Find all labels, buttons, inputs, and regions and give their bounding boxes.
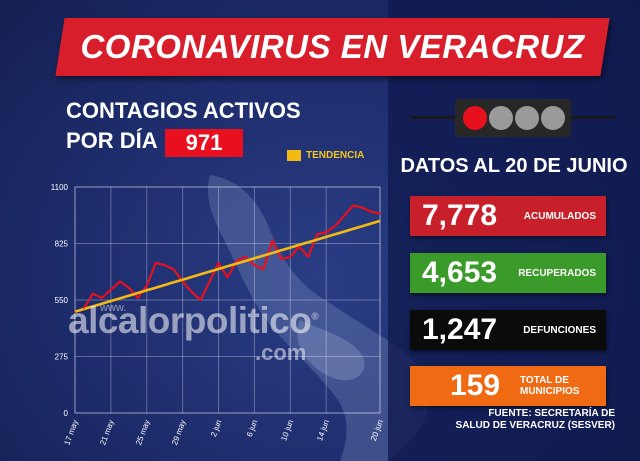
traffic-light-off-3 — [541, 106, 565, 130]
traffic-light-off-1 — [489, 106, 513, 130]
data-point — [74, 311, 76, 314]
data-point — [379, 212, 381, 215]
trend-line — [74, 219, 381, 313]
data-point — [244, 256, 247, 258]
traffic-light-red — [463, 106, 487, 130]
data-point — [235, 260, 238, 262]
data-point — [181, 280, 184, 283]
stat-value: 1,247 — [422, 313, 498, 346]
y-tick-label: 275 — [55, 353, 69, 362]
data-point — [208, 280, 211, 283]
data-point — [271, 239, 274, 242]
data-point — [128, 286, 130, 289]
source-line2: SALUD DE VERACRUZ (SESVER) — [455, 420, 615, 431]
stat-value: 7,778 — [422, 199, 498, 232]
x-tick-label: 20 jun — [369, 419, 385, 443]
traffic-light-off-2 — [515, 106, 539, 130]
source-note: FUENTE: SECRETARÍA DE SALUD DE VERACRUZ … — [455, 408, 615, 432]
x-tick-label: 29 may — [170, 419, 187, 447]
stat-label: DEFUNCIONES — [523, 324, 596, 336]
data-point — [325, 231, 328, 233]
data-point — [217, 262, 220, 264]
stat-value: 4,653 — [422, 256, 498, 289]
data-point — [137, 297, 139, 299]
stat-recovered: 4,653 RECUPERADOS — [410, 253, 606, 293]
stat-label: ACUMULADOS — [523, 210, 596, 222]
data-point — [110, 288, 112, 291]
data-point — [343, 215, 345, 217]
x-tick-label: 2 jun — [209, 419, 223, 438]
stat-deaths: 1,247 DEFUNCIONES — [410, 310, 606, 350]
stat-accumulated: 7,778 ACUMULADOS — [410, 196, 606, 236]
data-point — [199, 299, 202, 301]
data-point — [298, 245, 301, 248]
active-cases-line — [74, 204, 381, 314]
y-tick-label: 1100 — [51, 183, 69, 192]
data-point — [154, 262, 157, 264]
title-text: CORONAVIRUS EN VERACRUZ — [80, 28, 585, 65]
source-line1: FUENTE: SECRETARÍA DE — [488, 408, 615, 419]
data-point — [226, 276, 229, 279]
legend-swatch — [287, 150, 301, 161]
data-point — [163, 264, 166, 266]
x-tick-label: 21 may — [98, 419, 115, 447]
plot-frame — [74, 186, 381, 414]
x-tick-label: 17 may — [62, 419, 79, 447]
watermark-main: alcalorpolitico — [68, 300, 312, 341]
data-point — [146, 284, 148, 287]
data-point — [83, 307, 85, 310]
chart-legend: TENDENCIA — [287, 150, 364, 161]
data-point — [307, 256, 310, 258]
data-point — [280, 258, 283, 260]
data-point — [190, 291, 193, 293]
data-point — [316, 233, 319, 236]
watermark-prefix: www. — [100, 302, 127, 314]
data-point — [334, 225, 336, 227]
data-point — [289, 256, 292, 258]
data-point — [361, 206, 363, 209]
chart-subtitle-line1: CONTAGIOS ACTIVOS — [66, 98, 301, 123]
traffic-light-icon — [455, 99, 571, 137]
data-point — [352, 204, 354, 207]
active-cases-value: 971 — [165, 129, 243, 157]
stat-label: TOTAL DE MUNICIPIOS — [520, 375, 580, 397]
date-label: DATOS AL 20 DE JUNIO — [400, 155, 628, 177]
stat-municipalities: 159 TOTAL DE MUNICIPIOS — [410, 366, 606, 406]
x-tick-label: 25 may — [134, 419, 151, 447]
watermark-registered: ® — [311, 311, 319, 323]
x-tick-label: 14 jun — [315, 419, 331, 443]
watermark-logo: alcalorpolitico® — [68, 300, 319, 342]
y-tick-label: 550 — [55, 296, 69, 305]
data-point — [172, 268, 175, 271]
y-tick-label: 825 — [55, 240, 69, 249]
x-tick-label: 10 jun — [279, 419, 295, 443]
data-point — [370, 210, 372, 213]
stat-label: RECUPERADOS — [518, 267, 596, 279]
data-point — [101, 297, 103, 299]
legend-label: TENDENCIA — [306, 150, 365, 161]
data-point — [119, 280, 121, 283]
y-tick-label: 0 — [64, 409, 69, 418]
chart-subtitle-line2: POR DÍA — [66, 128, 158, 153]
data-point — [253, 264, 256, 266]
data-point — [92, 293, 94, 295]
x-tick-label: 6 jun — [245, 419, 259, 438]
stat-value: 159 — [450, 369, 501, 402]
data-point — [262, 268, 265, 271]
watermark-suffix: .com — [255, 340, 307, 365]
